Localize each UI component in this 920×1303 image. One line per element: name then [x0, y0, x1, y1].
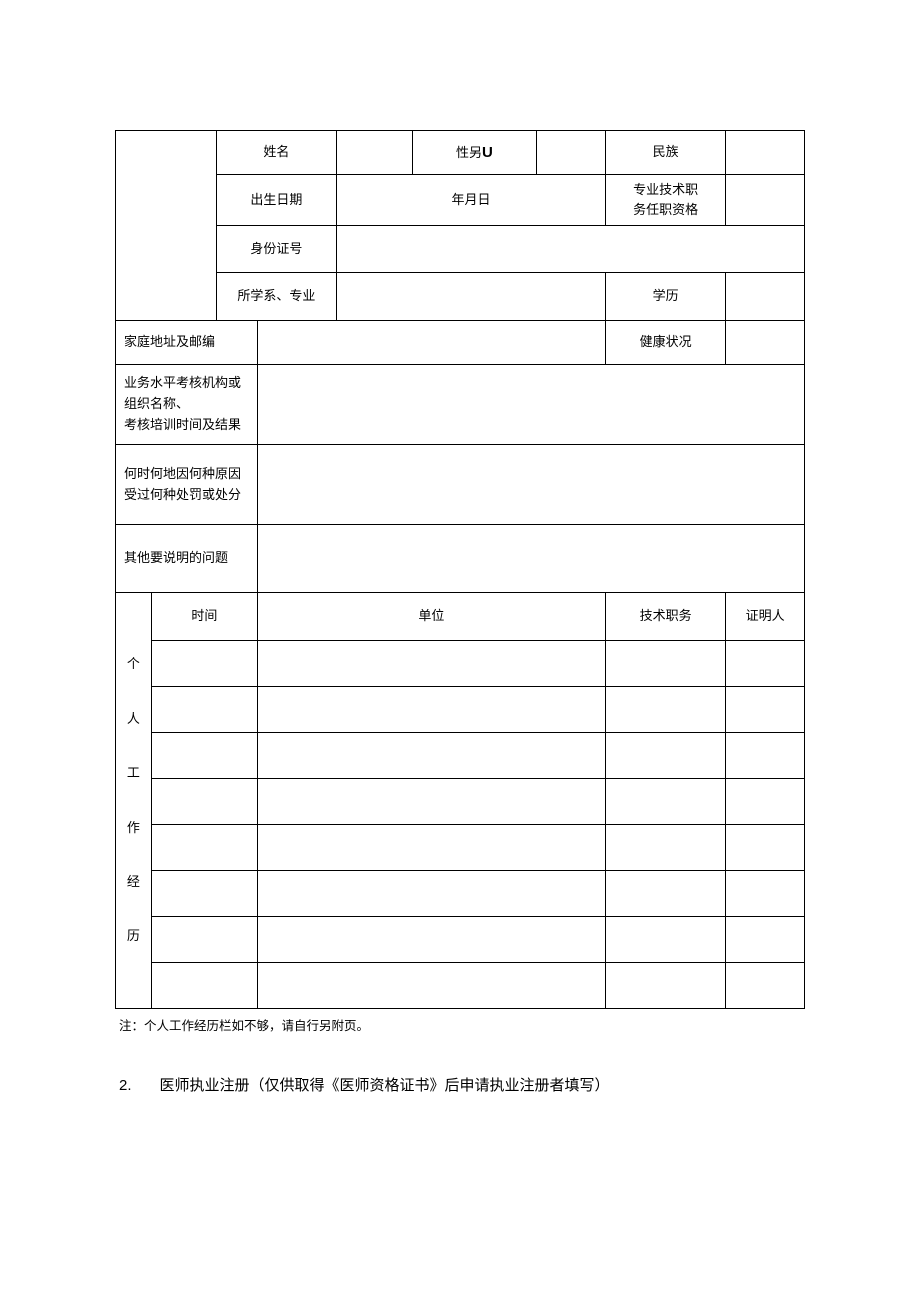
personal-info-form: 姓名 性另U 民族 出生日期 年月日 专业技术职务任职资格 身份证号 所学系、专… — [115, 130, 805, 1009]
work-row — [116, 825, 805, 871]
work-time — [151, 871, 257, 917]
work-unit — [257, 641, 605, 687]
work-witness — [726, 825, 805, 871]
row-dob: 出生日期 年月日 专业技术职务任职资格 — [116, 175, 805, 226]
work-row — [116, 779, 805, 825]
other-value — [257, 525, 804, 593]
work-row — [116, 687, 805, 733]
work-row — [116, 641, 805, 687]
work-position — [605, 779, 726, 825]
work-row — [116, 963, 805, 1009]
work-history-section-label: 个 人 工 作 经 历 — [116, 593, 152, 1009]
health-label: 健康状况 — [605, 321, 726, 365]
assessment-value — [257, 365, 804, 445]
health-value — [726, 321, 805, 365]
work-unit — [257, 825, 605, 871]
work-witness — [726, 963, 805, 1009]
work-witness — [726, 641, 805, 687]
work-time — [151, 733, 257, 779]
address-label: 家庭地址及邮编 — [116, 321, 258, 365]
work-witness — [726, 733, 805, 779]
work-unit — [257, 733, 605, 779]
work-time — [151, 917, 257, 963]
work-position — [605, 687, 726, 733]
work-unit — [257, 687, 605, 733]
work-witness — [726, 871, 805, 917]
work-row — [116, 871, 805, 917]
work-header-unit: 单位 — [257, 593, 605, 641]
gender-value — [536, 131, 605, 175]
footnote: 注：个人工作经历栏如不够，请自行另附页。 — [115, 1015, 805, 1034]
row-assessment: 业务水平考核机构或组织名称、考核培训时间及结果 — [116, 365, 805, 445]
work-position — [605, 733, 726, 779]
work-unit — [257, 871, 605, 917]
work-position — [605, 963, 726, 1009]
name-label: 姓名 — [216, 131, 337, 175]
prof-title-label: 专业技术职务任职资格 — [605, 175, 726, 226]
ethnicity-value — [726, 131, 805, 175]
work-position — [605, 871, 726, 917]
work-position — [605, 641, 726, 687]
work-time — [151, 687, 257, 733]
work-header-witness: 证明人 — [726, 593, 805, 641]
row-other: 其他要说明的问题 — [116, 525, 805, 593]
photo-area — [116, 131, 217, 321]
dob-value: 年月日 — [337, 175, 606, 226]
education-label: 学历 — [605, 272, 726, 320]
section-title: 医师执业注册（仅供取得《医师资格证书》后申请执业注册者填写） — [160, 1078, 610, 1094]
work-time — [151, 641, 257, 687]
work-history-header: 个 人 工 作 经 历 时间 单位 技术职务 证明人 — [116, 593, 805, 641]
other-label: 其他要说明的问题 — [116, 525, 258, 593]
section-2-heading: 2. 医师执业注册（仅供取得《医师资格证书》后申请执业注册者填写） — [115, 1074, 805, 1095]
section-number: 2. — [119, 1077, 132, 1094]
work-time — [151, 779, 257, 825]
work-header-position: 技术职务 — [605, 593, 726, 641]
dob-label: 出生日期 — [216, 175, 337, 226]
address-value — [257, 321, 605, 365]
work-unit — [257, 917, 605, 963]
row-id: 身份证号 — [116, 226, 805, 272]
major-value — [337, 272, 606, 320]
major-label: 所学系、专业 — [216, 272, 337, 320]
work-row — [116, 733, 805, 779]
work-unit — [257, 963, 605, 1009]
ethnicity-label: 民族 — [605, 131, 726, 175]
name-value — [337, 131, 413, 175]
prof-title-value — [726, 175, 805, 226]
id-value — [337, 226, 805, 272]
row-penalty: 何时何地因何种原因受过何种处罚或处分 — [116, 445, 805, 525]
assessment-label: 业务水平考核机构或组织名称、考核培训时间及结果 — [116, 365, 258, 445]
penalty-label: 何时何地因何种原因受过何种处罚或处分 — [116, 445, 258, 525]
work-position — [605, 825, 726, 871]
work-time — [151, 963, 257, 1009]
penalty-value — [257, 445, 804, 525]
row-address: 家庭地址及邮编 健康状况 — [116, 321, 805, 365]
row-name: 姓名 性另U 民族 — [116, 131, 805, 175]
id-label: 身份证号 — [216, 226, 337, 272]
work-unit — [257, 779, 605, 825]
work-header-time: 时间 — [151, 593, 257, 641]
work-row — [116, 917, 805, 963]
row-major: 所学系、专业 学历 — [116, 272, 805, 320]
work-witness — [726, 687, 805, 733]
work-witness — [726, 917, 805, 963]
work-position — [605, 917, 726, 963]
work-time — [151, 825, 257, 871]
work-witness — [726, 779, 805, 825]
education-value — [726, 272, 805, 320]
gender-label: 性另U — [412, 131, 536, 175]
